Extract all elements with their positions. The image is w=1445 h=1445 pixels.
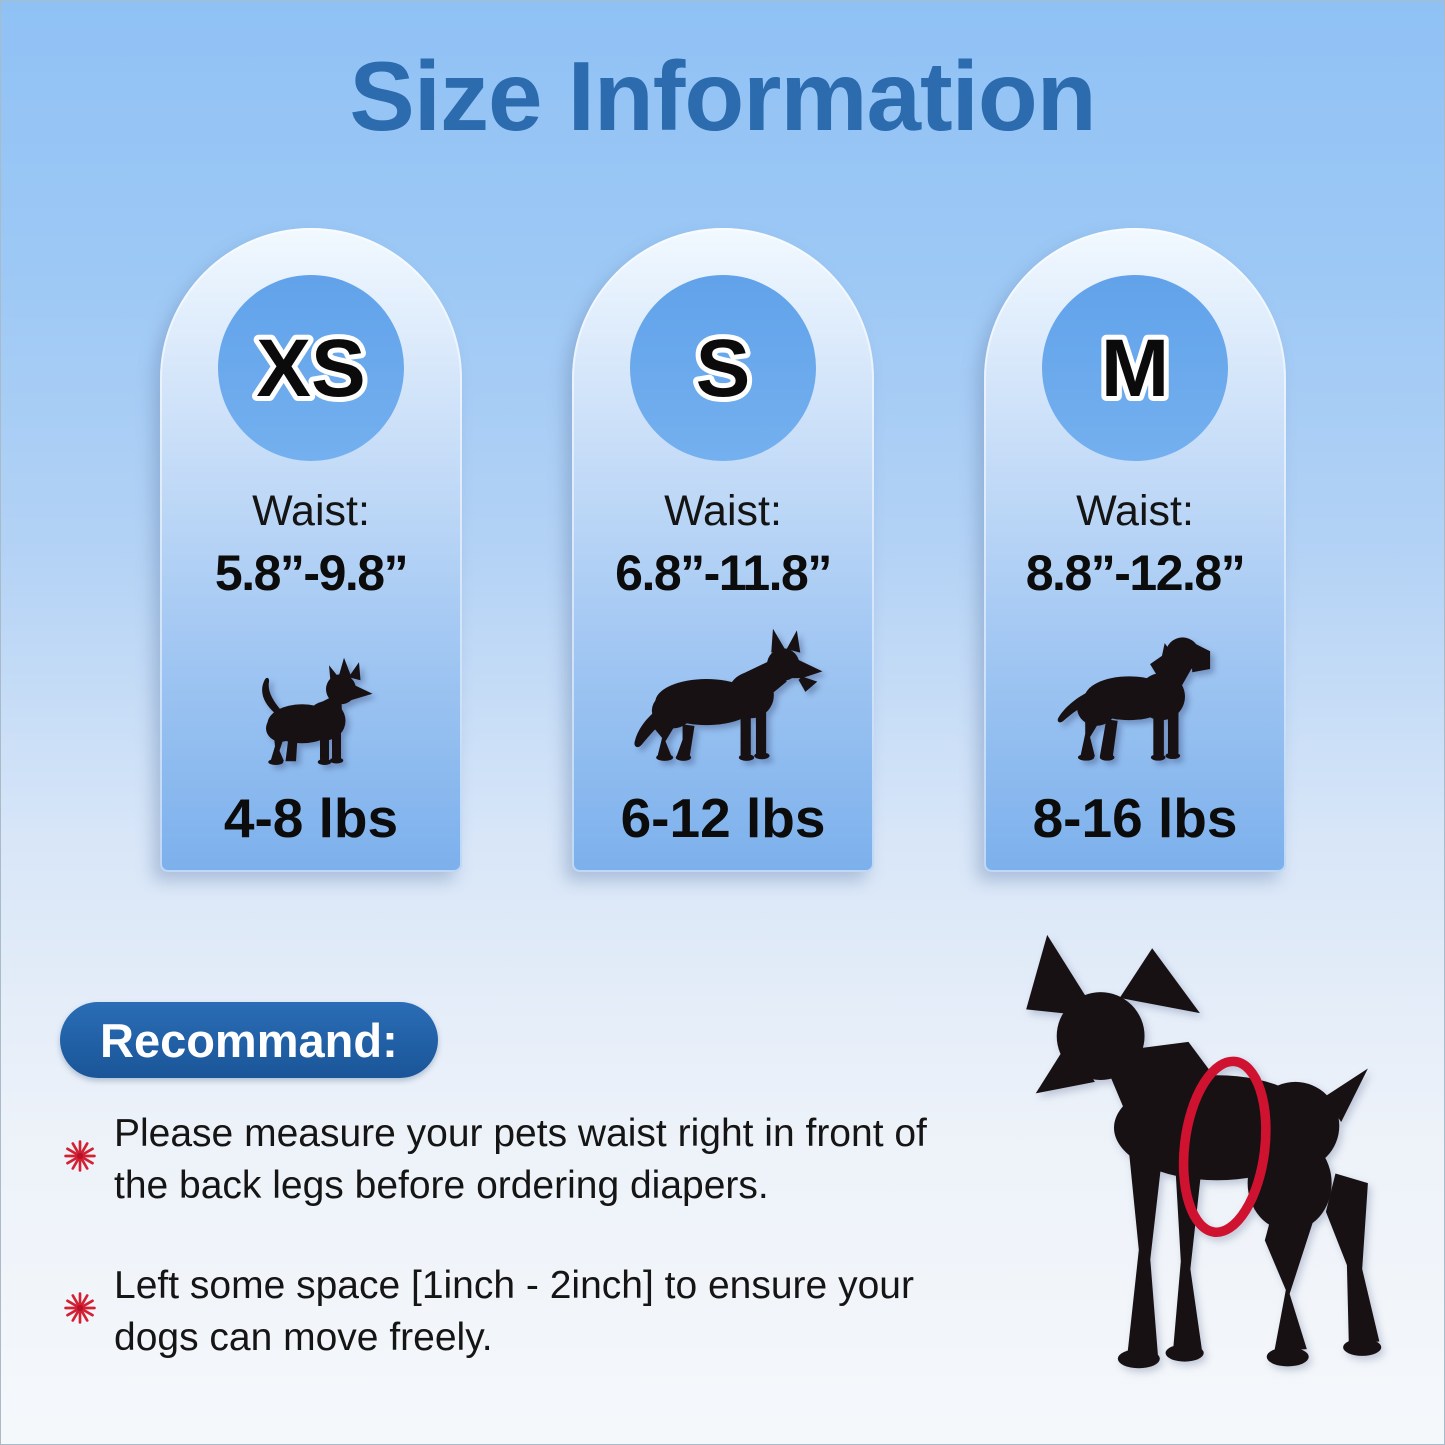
recommend-heading-pill: Recommand: bbox=[60, 1002, 438, 1078]
bullet-text: Please measure your pets waist right in … bbox=[114, 1112, 927, 1207]
measuring-dog-silhouette bbox=[988, 924, 1408, 1404]
size-code-s: S bbox=[691, 318, 756, 419]
boxer-silhouette-icon bbox=[1038, 614, 1233, 772]
size-cards-row: XS Waist: 5.8”-9.8” bbox=[160, 228, 1286, 872]
weight-range: 8-16 lbs bbox=[1032, 787, 1238, 849]
waist-range: 5.8”-9.8” bbox=[214, 545, 409, 601]
svg-text:S: S bbox=[696, 323, 751, 414]
size-card-xs: XS Waist: 5.8”-9.8” bbox=[160, 228, 462, 872]
size-card-m: M Waist: 8.8”-12.8” bbox=[984, 228, 1286, 872]
page-title: Size Information bbox=[349, 41, 1096, 151]
german-shepherd-silhouette-icon bbox=[611, 614, 836, 772]
waist-range: 8.8”-12.8” bbox=[1025, 545, 1246, 601]
weight-range: 6-12 lbs bbox=[620, 787, 826, 849]
list-item: Please measure your pets waist right in … bbox=[62, 1108, 962, 1212]
svg-text:M: M bbox=[1101, 323, 1169, 414]
size-code-xs: XS bbox=[251, 318, 370, 419]
size-code-m: M bbox=[1096, 318, 1174, 419]
weight-range: 4-8 lbs bbox=[223, 787, 399, 849]
svg-text:XS: XS bbox=[256, 323, 365, 414]
chihuahua-silhouette-icon bbox=[236, 614, 386, 772]
waist-label: Waist: bbox=[252, 487, 370, 535]
recommend-heading-label: Recommand: bbox=[100, 1013, 398, 1067]
size-card-s: S Waist: 6.8”-11.8” bbox=[572, 228, 874, 872]
red-asterisk-icon bbox=[62, 1288, 98, 1328]
bullet-text: Left some space [1inch - 2inch] to ensur… bbox=[114, 1263, 914, 1359]
recommend-bullet-list: Please measure your pets waist right in … bbox=[62, 1108, 962, 1411]
list-item: Left some space [1inch - 2inch] to ensur… bbox=[62, 1260, 962, 1364]
waist-measurement-ring bbox=[1178, 1056, 1271, 1237]
red-asterisk-icon bbox=[62, 1136, 98, 1176]
waist-label: Waist: bbox=[664, 487, 782, 535]
size-badge-circle: M bbox=[1042, 275, 1228, 461]
size-badge-circle: S bbox=[630, 275, 816, 461]
size-badge-circle: XS bbox=[218, 275, 404, 461]
waist-label: Waist: bbox=[1076, 487, 1194, 535]
waist-range: 6.8”-11.8” bbox=[615, 545, 832, 601]
